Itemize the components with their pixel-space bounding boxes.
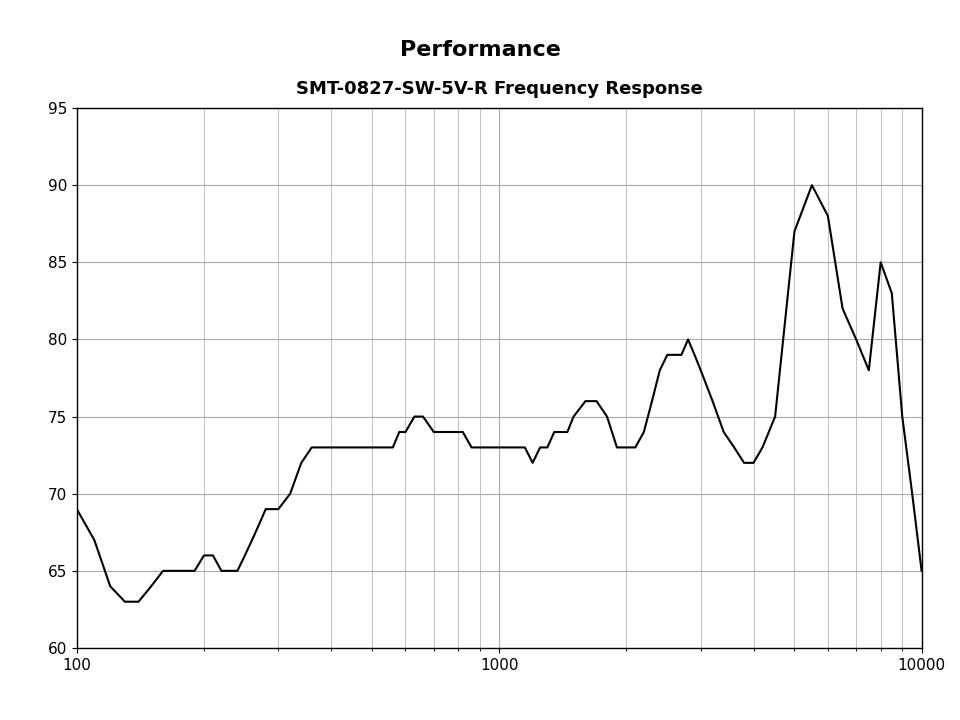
Title: SMT-0827-SW-5V-R Frequency Response: SMT-0827-SW-5V-R Frequency Response — [296, 80, 703, 98]
Text: Performance: Performance — [399, 40, 561, 60]
